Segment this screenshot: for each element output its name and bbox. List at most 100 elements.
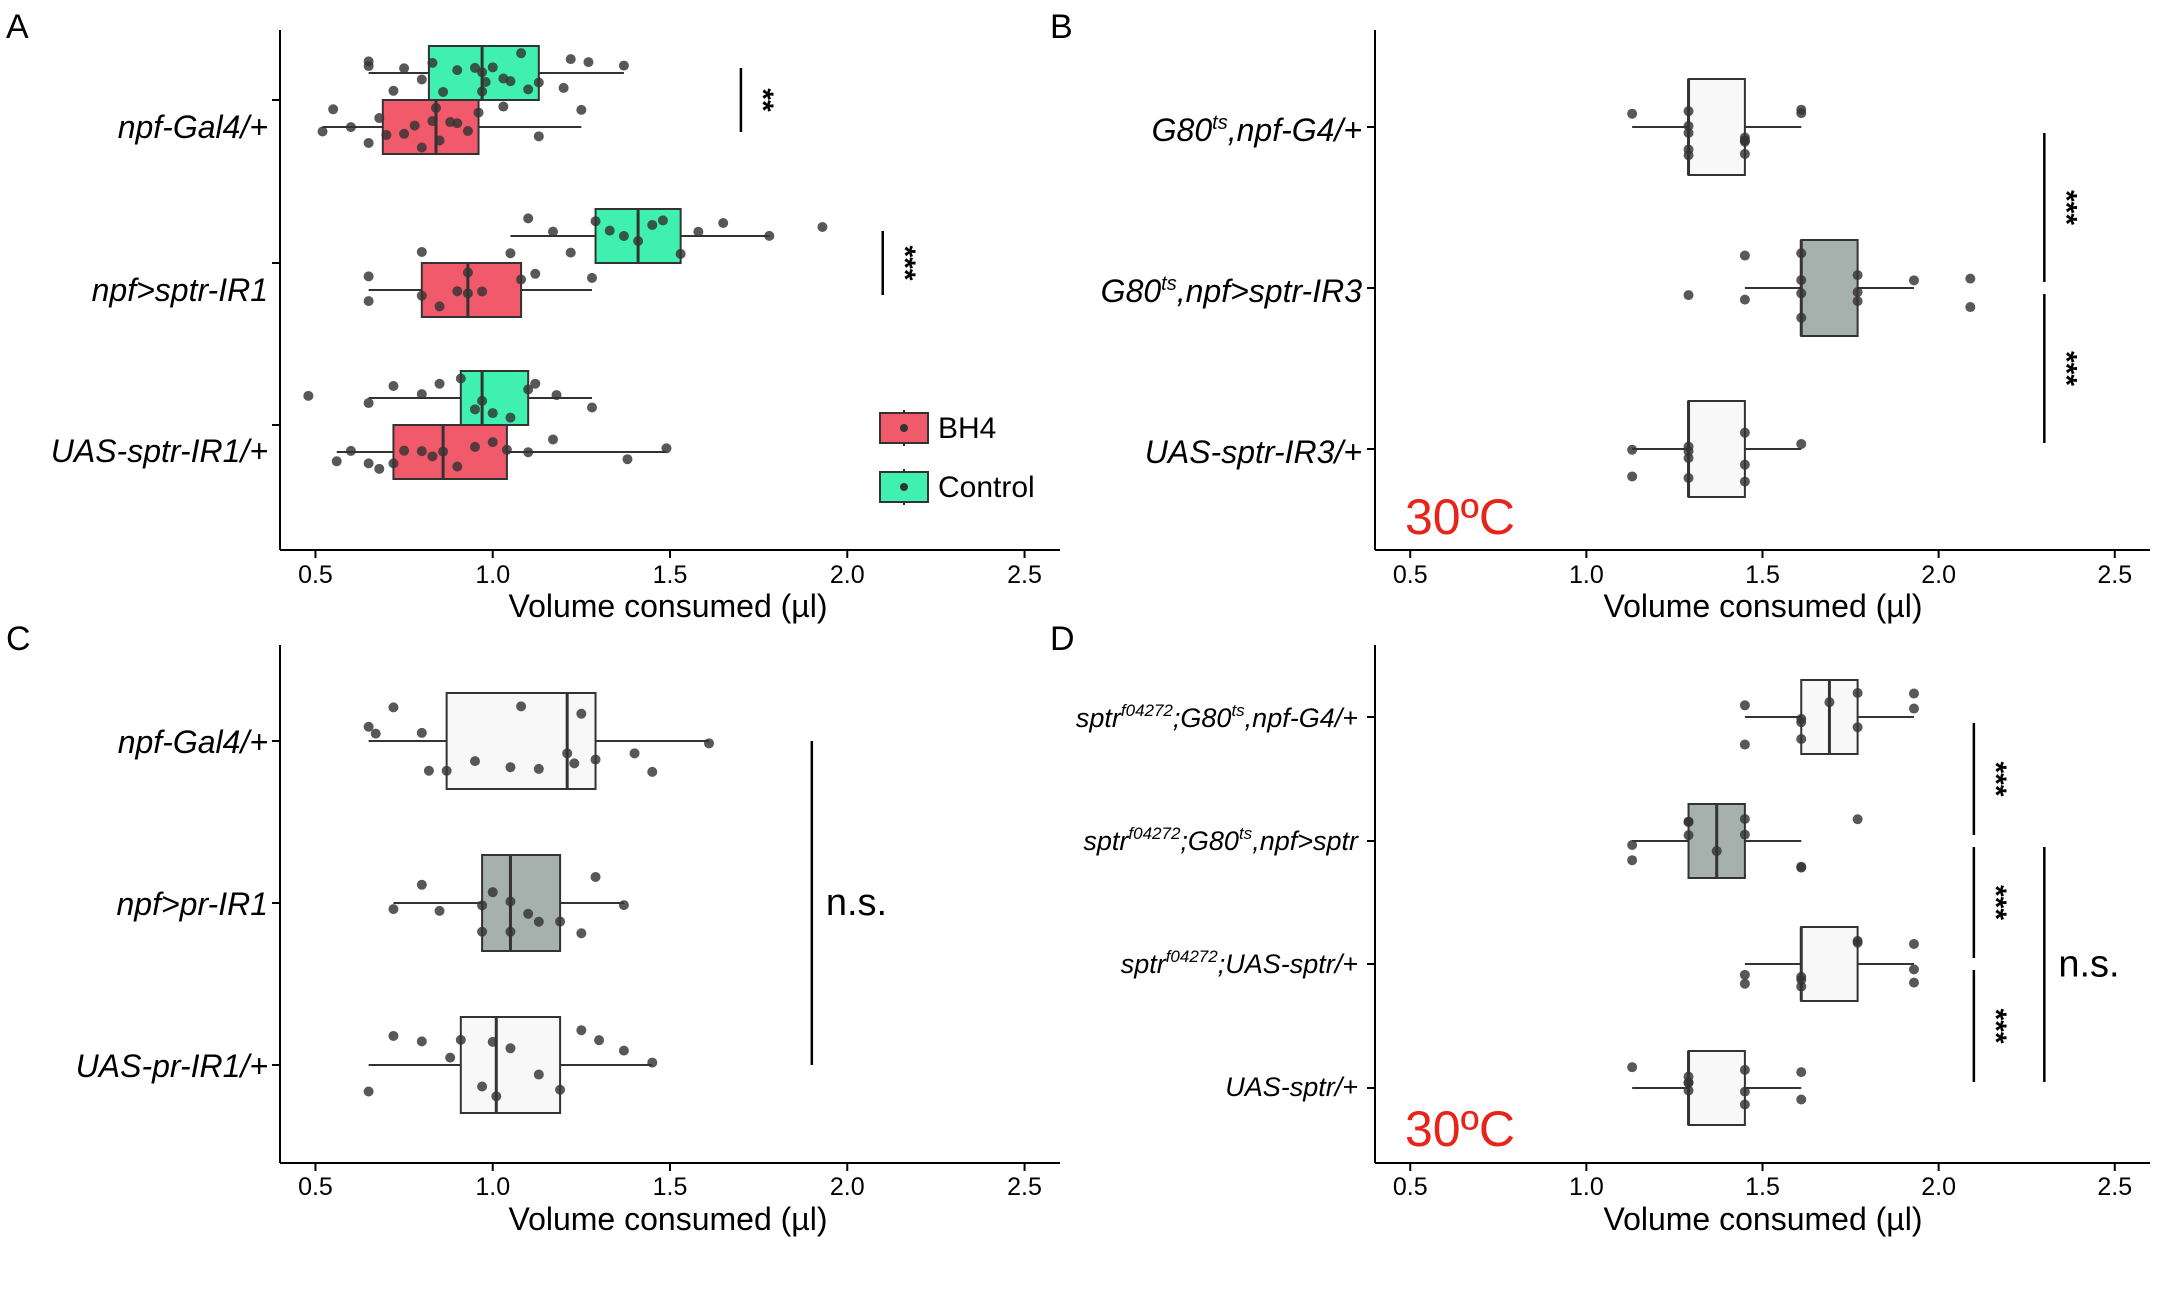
panel-a-data-point (565, 54, 576, 65)
panel-d-letter: D (1050, 620, 1075, 658)
panel-a-category-label: npf>sptr-IR1 (92, 272, 268, 308)
panel-a-data-point (516, 48, 527, 59)
panel-a-data-point (434, 135, 445, 146)
legend-key-bh4-point (900, 424, 908, 432)
panel-d-data-point (1739, 700, 1750, 711)
panel-d-significance-label: *** (1979, 761, 2012, 796)
panel-c-category-label: npf>pr-IR1 (117, 886, 269, 922)
panel-b-data-point (1739, 476, 1750, 487)
panel-d-data-point (1908, 688, 1919, 699)
panel-c-data-point (704, 738, 714, 749)
panel-d-significance-label: *** (1979, 1008, 2012, 1043)
panel-b-data-point (1739, 427, 1750, 438)
panel-c-data-point (416, 1036, 427, 1047)
panel-b-x-tick-label: 2.0 (1921, 561, 1956, 589)
panel-c-box (459, 1016, 562, 1114)
panel-b-data-point (1627, 444, 1638, 455)
panel-a-data-point (363, 296, 374, 307)
panel-a-data-point (477, 286, 488, 297)
panel-a-data-point (675, 248, 686, 259)
panel-d-x-tick-label: 2.5 (2097, 1173, 2132, 1201)
panel-b-box (1687, 400, 1746, 498)
panel-b-data-point (1796, 288, 1807, 299)
panel-d-data-point (1852, 935, 1863, 946)
panel-a-data-point (817, 221, 828, 232)
panel-c-data-point (516, 701, 527, 712)
panel-a-letter: A (6, 8, 29, 46)
panel-b-x-tick-label: 2.5 (2097, 561, 2132, 589)
panel-a: A 0.5 1.0 1.5 2.0 2.5***** Volume consumed (… (6, 8, 1060, 624)
panel-a-data-point (590, 216, 601, 227)
panel-d-x-tick-label: 2.0 (1921, 1173, 1956, 1201)
panel-a-data-point (558, 82, 569, 93)
panel-d-box (1800, 926, 1859, 1002)
panel-b-data-point (1683, 472, 1694, 483)
panel-a-data-point (516, 274, 527, 285)
panel-a-data-point (548, 434, 558, 445)
panel-a-data-point (317, 126, 328, 137)
panel-b-data-point (1739, 148, 1750, 159)
panel-d-data-point (1796, 734, 1807, 745)
panel-a-data-point (505, 412, 516, 423)
panel-c-data-point (370, 728, 381, 739)
panel-a-data-point (633, 236, 644, 247)
panel-a-x-tick-label: 1.0 (475, 561, 510, 589)
panel-a-data-point (647, 219, 658, 230)
panel-a-data-point (530, 378, 541, 389)
panel-c-data-point (618, 900, 629, 911)
panel-a-data-point (427, 451, 438, 462)
panel-b-data-point (1796, 438, 1807, 449)
panel-b-data-point (1683, 127, 1694, 138)
panel-b-temperature: 30ºC (1405, 489, 1515, 545)
panel-c: C 0.5 1.0 1.5 2.0 2.5 n.s. Volume consumed (µ… (6, 620, 1060, 1237)
panel-d-data-point (1739, 1064, 1750, 1075)
panel-a-data-point (505, 76, 516, 87)
panel-b-data-point (1796, 312, 1807, 323)
panel-a-data-point (480, 77, 491, 88)
panel-a-data-point (587, 272, 597, 283)
panel-b-data-point (1796, 104, 1807, 115)
legend-label-bh4: BH4 (938, 412, 996, 445)
panel-c-data-point (388, 904, 399, 915)
panel-d-data-point (1739, 978, 1750, 989)
panel-a-data-point (409, 120, 420, 131)
panel-c-category-label: UAS-pr-IR1/+ (76, 1048, 268, 1084)
panel-a-data-point (657, 215, 668, 226)
panel-a-data-point (548, 226, 558, 237)
panel-a-box (381, 99, 480, 155)
panel-c-data-point (388, 702, 399, 713)
panel-b-data-point (1796, 248, 1807, 259)
panel-c-data-point (477, 1081, 488, 1092)
panel-b-category-label: UAS-sptr-IR3/+ (1145, 434, 1362, 470)
panel-c-x-tick-label: 0.5 (298, 1173, 333, 1201)
panel-d-significance-label: n.s. (2058, 944, 2119, 986)
panel-a-data-point (477, 395, 488, 406)
panel-d-data-point (1739, 739, 1750, 750)
panel-d-data-point (1739, 1099, 1750, 1110)
panel-d-data-point (1796, 974, 1807, 985)
panel-d-data-point (1796, 1094, 1807, 1105)
panel-c-data-point (505, 1043, 516, 1054)
panel-d-data-point (1711, 846, 1722, 857)
panel-c-data-point (523, 908, 534, 919)
panel-d-data-point (1627, 840, 1638, 851)
panel-a-data-point (618, 231, 629, 242)
panel-a-data-point (462, 267, 473, 278)
panel-a-box (392, 424, 508, 480)
panel-a-data-point (583, 57, 594, 68)
panel-a-data-point (374, 113, 385, 124)
panel-a-data-point (381, 130, 392, 141)
panel-c-data-point (555, 1084, 566, 1095)
panel-a-legend: BH4 Control (879, 410, 1035, 505)
panel-a-data-point (661, 443, 672, 454)
panel-a-data-point (416, 389, 427, 400)
panel-a-x-tick-label: 1.5 (653, 561, 688, 589)
panel-c-data-point (590, 754, 601, 765)
panel-c-x-tick-label: 2.0 (830, 1173, 865, 1201)
panel-c-data-point (491, 1091, 502, 1102)
panel-b-xlabel: Volume consumed (µl) (1603, 588, 1922, 624)
panel-a-data-point (533, 77, 544, 88)
panel-a-data-point (363, 137, 374, 148)
panel-c-data-point (647, 1057, 658, 1068)
panel-a-xlabel: Volume consumed (µl) (508, 588, 827, 624)
